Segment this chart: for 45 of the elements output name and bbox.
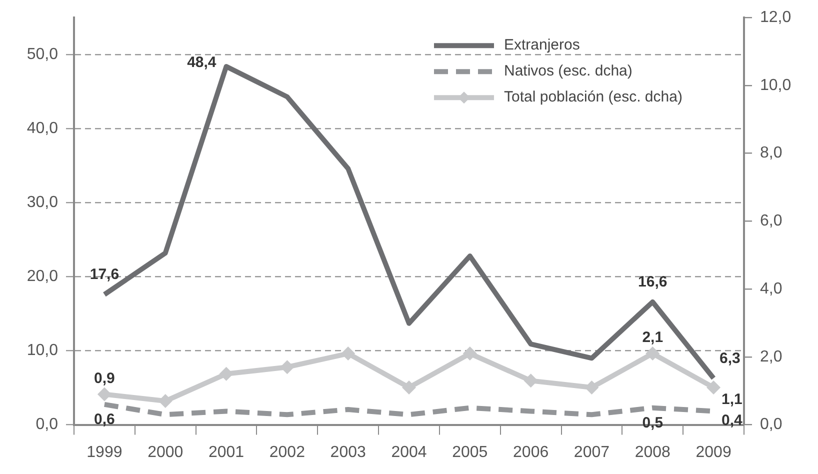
y-tick-label: 0,0 — [36, 416, 58, 434]
x-tick-label: 2002 — [269, 444, 306, 461]
legend-label: Total población (esc. dcha) — [504, 88, 682, 106]
x-tick-label: 2006 — [513, 444, 549, 461]
x-tick-label: 2004 — [391, 444, 427, 461]
y-tick-label: 10,0 — [26, 342, 58, 360]
x-tick-label: 1999 — [86, 444, 122, 461]
point — [524, 374, 538, 388]
data-label: 0,6 — [94, 411, 115, 428]
data-label: 17,6 — [90, 266, 120, 284]
y2-tick-label: 2,0 — [760, 348, 782, 366]
x-tick-label: 2005 — [452, 444, 488, 461]
y-tick-label: 20,0 — [26, 268, 58, 286]
y-tick-label: 40,0 — [26, 120, 58, 138]
y2-tick-label: 10,0 — [760, 76, 792, 94]
x-tick-label: 2003 — [330, 444, 366, 461]
x-tick-label: 2007 — [574, 444, 610, 461]
y2-tick-label: 0,0 — [760, 416, 782, 434]
legend-label: Extranjeros — [504, 36, 580, 54]
point — [341, 346, 356, 361]
data-label: 6,3 — [720, 350, 740, 367]
data-label: 48,4 — [187, 54, 217, 72]
point — [584, 380, 599, 394]
y2-tick-label: 12,0 — [760, 9, 792, 26]
data-label: 1,1 — [722, 391, 742, 408]
point — [462, 346, 477, 361]
point — [402, 380, 416, 394]
data-label: 0,9 — [94, 370, 115, 387]
point — [706, 380, 721, 394]
y2-tick-label: 6,0 — [760, 212, 782, 230]
x-tick-label: 2009 — [696, 444, 732, 461]
point — [219, 366, 234, 381]
point — [646, 346, 660, 361]
x-tick-label: 2001 — [208, 444, 244, 461]
x-tick-label: 2008 — [634, 444, 671, 461]
data-label: 16,6 — [638, 274, 668, 291]
y-tick-label: 50,0 — [26, 46, 58, 64]
y2-tick-label: 4,0 — [760, 280, 782, 298]
point — [280, 360, 294, 374]
x-tick-label: 2000 — [148, 444, 184, 461]
y2-tick-label: 8,0 — [760, 144, 782, 162]
legend-label: Nativos (esc. dcha) — [504, 62, 632, 80]
point — [97, 387, 112, 402]
data-label: 2,1 — [642, 329, 664, 346]
y-tick-label: 30,0 — [26, 194, 58, 212]
